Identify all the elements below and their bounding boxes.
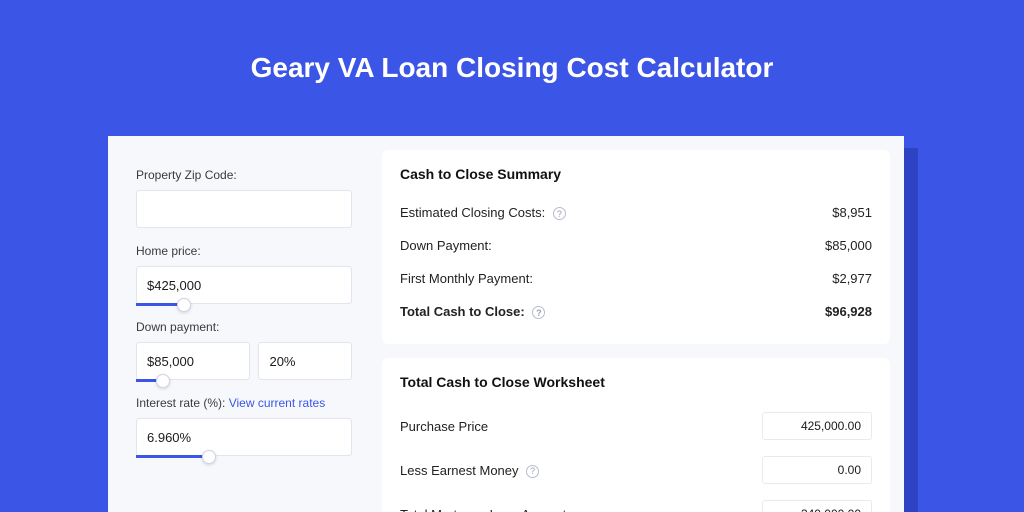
interest-group: Interest rate (%): View current rates [136,396,352,456]
zip-group: Property Zip Code: [136,168,352,228]
help-icon[interactable]: ? [526,465,539,478]
summary-row-label: Down Payment: [400,238,492,253]
summary-total-label: Total Cash to Close: [400,304,525,319]
slider-thumb[interactable] [156,374,170,388]
down-payment-label: Down payment: [136,320,352,334]
home-price-group: Home price: [136,244,352,304]
slider-thumb[interactable] [177,298,191,312]
help-icon[interactable]: ? [532,306,545,319]
summary-panel: Cash to Close Summary Estimated Closing … [382,150,890,344]
down-payment-input[interactable] [136,342,250,380]
inputs-column: Property Zip Code: Home price: Down paym… [122,150,366,512]
view-rates-link[interactable]: View current rates [229,396,326,410]
worksheet-title: Total Cash to Close Worksheet [400,374,872,390]
summary-row: Estimated Closing Costs: ? $8,951 [400,196,872,229]
summary-row-label: Estimated Closing Costs: [400,205,545,220]
down-payment-group: Down payment: [136,320,352,380]
interest-slider[interactable] [136,418,352,456]
worksheet-row-label: Less Earnest Money [400,463,519,478]
worksheet-row-label: Purchase Price [400,419,488,434]
home-price-label: Home price: [136,244,352,258]
home-price-input[interactable] [136,266,352,304]
worksheet-row: Less Earnest Money ? [400,448,872,492]
zip-input[interactable] [136,190,352,228]
home-price-slider[interactable] [136,266,352,304]
summary-row: First Monthly Payment: $2,977 [400,262,872,295]
down-payment-pct-input[interactable] [258,342,352,380]
summary-row-label: First Monthly Payment: [400,271,533,286]
summary-total-row: Total Cash to Close: ? $96,928 [400,295,872,328]
interest-input[interactable] [136,418,352,456]
summary-row: Down Payment: $85,000 [400,229,872,262]
page-title: Geary VA Loan Closing Cost Calculator [0,0,1024,116]
summary-title: Cash to Close Summary [400,166,872,182]
help-icon[interactable]: ? [553,207,566,220]
slider-track [136,455,209,458]
results-column: Cash to Close Summary Estimated Closing … [382,150,890,512]
worksheet-row-input[interactable] [762,412,872,440]
interest-label: Interest rate (%): View current rates [136,396,352,410]
worksheet-row: Total Mortgage Loan Amount [400,492,872,512]
worksheet-panel: Total Cash to Close Worksheet Purchase P… [382,358,890,512]
worksheet-row-label: Total Mortgage Loan Amount [400,507,566,512]
zip-label: Property Zip Code: [136,168,352,182]
slider-thumb[interactable] [202,450,216,464]
summary-total-value: $96,928 [825,304,872,319]
worksheet-row-input[interactable] [762,456,872,484]
down-payment-slider[interactable] [136,342,250,380]
summary-row-value: $85,000 [825,238,872,253]
calculator-card: Property Zip Code: Home price: Down paym… [108,136,904,512]
worksheet-row-input[interactable] [762,500,872,512]
worksheet-row: Purchase Price [400,404,872,448]
summary-row-value: $2,977 [832,271,872,286]
summary-row-value: $8,951 [832,205,872,220]
interest-label-text: Interest rate (%): [136,396,225,410]
